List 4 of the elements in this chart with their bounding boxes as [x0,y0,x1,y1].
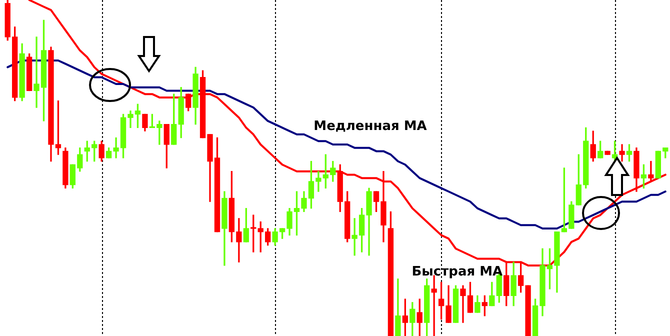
series-label: Быстрая MA [412,264,503,280]
candlestick [648,160,654,182]
candlestick [619,144,625,162]
series-label: Медленная MA [314,118,427,134]
